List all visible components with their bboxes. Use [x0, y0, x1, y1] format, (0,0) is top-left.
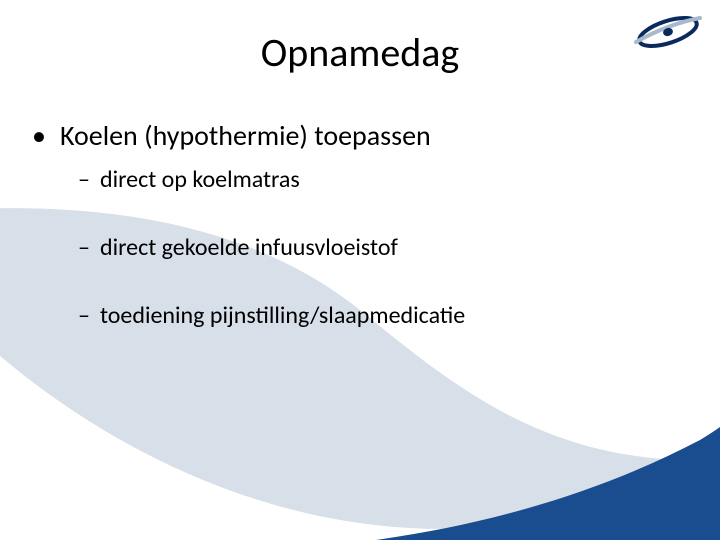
bullet-level2: – direct gekoelde infuusvloeistof [78, 232, 680, 264]
slide-title: Opnamedag [0, 28, 720, 77]
bullet-level2: – toediening pijnstilling/slaapmedicatie [78, 300, 680, 332]
bullet-level1: • Koelen (hypothermie) toepassen [30, 118, 680, 154]
bullet-text: direct op koelmatras [100, 164, 300, 196]
bullet-text: Koelen (hypothermie) toepassen [60, 118, 431, 154]
bullet-level2: – direct op koelmatras [78, 164, 680, 196]
slide: Opnamedag • Koelen (hypothermie) toepass… [0, 0, 720, 540]
bullet-dash-icon: – [78, 232, 90, 264]
bullet-text: direct gekoelde infuusvloeistof [100, 232, 398, 264]
slide-content: • Koelen (hypothermie) toepassen – direc… [30, 118, 680, 368]
bullet-dash-icon: – [78, 164, 90, 196]
bullet-text: toediening pijnstilling/slaapmedicatie [100, 300, 465, 332]
bullet-dash-icon: – [78, 300, 90, 332]
bullet-dot-icon: • [32, 118, 46, 154]
